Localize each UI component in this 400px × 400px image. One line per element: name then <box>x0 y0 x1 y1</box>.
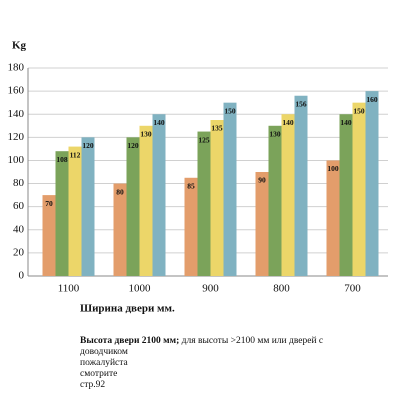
y-tick-label: 40 <box>13 223 25 235</box>
y-tick-label: 140 <box>8 108 25 120</box>
bar <box>81 137 95 276</box>
y-tick-label: 80 <box>13 177 25 189</box>
value-label: 130 <box>140 129 152 138</box>
value-label: 140 <box>340 118 352 127</box>
bar <box>223 102 237 277</box>
y-tick-label: 0 <box>19 270 25 282</box>
bar <box>139 125 153 277</box>
bar <box>281 114 295 276</box>
value-label: 70 <box>45 199 53 208</box>
value-label: 120 <box>82 141 94 150</box>
value-label: 160 <box>366 95 378 104</box>
value-label: 85 <box>187 181 195 190</box>
note-bold: Высота двери 2100 мм; <box>80 336 179 346</box>
y-tick-label: 180 <box>8 62 25 74</box>
bar <box>210 120 224 276</box>
value-label: 140 <box>153 118 165 127</box>
bar <box>294 95 308 276</box>
y-tick-label: 120 <box>8 131 25 143</box>
bar <box>184 177 198 276</box>
x-tick-label: 900 <box>202 283 219 295</box>
bar <box>255 172 269 276</box>
note-line: пожалуйста <box>80 357 129 368</box>
value-label: 80 <box>116 187 124 196</box>
note-text: для высоты >2100 мм или дверей с доводчик… <box>80 335 323 390</box>
bar <box>55 151 69 276</box>
bar <box>326 160 340 276</box>
x-tick-label: 1100 <box>58 283 80 295</box>
x-tick-label: 1000 <box>129 283 152 295</box>
bar <box>352 102 366 277</box>
value-label: 135 <box>211 124 223 133</box>
x-tick-label: 800 <box>273 283 290 295</box>
value-label: 156 <box>295 99 307 108</box>
bar <box>113 183 127 276</box>
note-line: для высоты >2100 мм или дверей с <box>182 335 323 346</box>
x-tick-label: 700 <box>344 283 361 295</box>
y-tick-label: 160 <box>8 85 25 97</box>
value-label: 108 <box>56 155 68 164</box>
bar <box>126 137 140 276</box>
y-tick-label: 100 <box>8 154 25 166</box>
value-label: 125 <box>198 135 210 144</box>
bar <box>197 131 211 276</box>
bar <box>268 125 282 277</box>
value-label: 120 <box>127 141 139 150</box>
y-axis-label: Kg <box>12 40 27 52</box>
value-label: 150 <box>224 106 236 115</box>
note-line: доводчиком <box>80 347 128 357</box>
x-axis-label: Ширина двери мм. <box>80 303 175 315</box>
value-label: 100 <box>327 164 339 173</box>
value-label: 140 <box>282 118 294 127</box>
note: Высота двери 2100 мм; для высоты >2100 м… <box>80 335 323 390</box>
bar <box>152 114 166 276</box>
y-tick-label: 60 <box>13 200 25 212</box>
bar <box>365 91 379 276</box>
value-label: 130 <box>269 129 281 138</box>
bar <box>68 146 82 276</box>
bar <box>339 114 353 276</box>
value-label: 112 <box>70 150 81 159</box>
value-label: 90 <box>258 176 266 185</box>
value-label: 150 <box>353 106 365 115</box>
note-line: стр.92 <box>80 380 105 390</box>
bar <box>42 195 56 276</box>
note-line: смотрите <box>80 369 117 379</box>
y-tick-label: 20 <box>13 246 25 258</box>
